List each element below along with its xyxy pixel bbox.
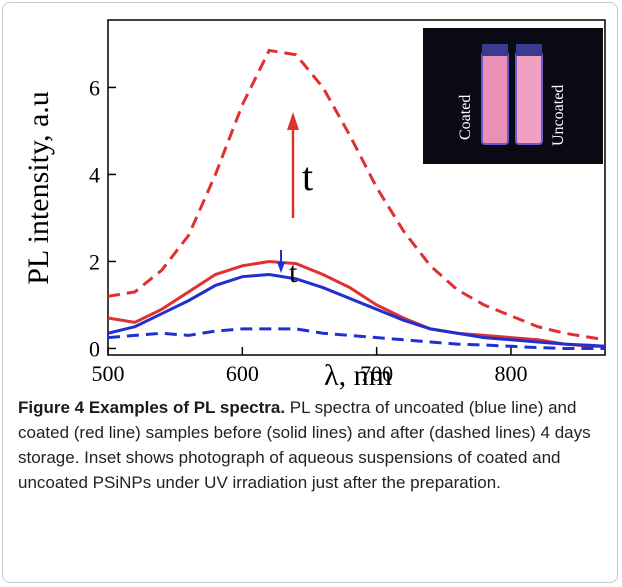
series-line: [107, 327, 605, 350]
vial-cap: [482, 44, 508, 56]
caption: Figure 4 Examples of PL spectra. PL spec…: [18, 395, 608, 495]
caption-text: PL spectra of uncoated (blue line) and c…: [18, 398, 591, 492]
series-line: [107, 48, 606, 342]
x-tick-label: 600: [226, 361, 259, 386]
y-tick-label: 4: [89, 162, 100, 187]
vial: [515, 51, 543, 145]
caption-label: Figure 4 Examples of PL spectra.: [18, 398, 286, 417]
arrowhead: [287, 112, 299, 130]
chart: λ, nm PL intensity, a.u 0 2 4 6 500 600 700 800…: [22, 19, 606, 390]
plot-area: [107, 19, 606, 356]
x-tick-label: 500: [92, 361, 125, 386]
series-line: [107, 273, 606, 348]
annotation: t: [302, 154, 313, 199]
x-axis-label: λ, nm: [324, 359, 392, 390]
inset-photo: [423, 28, 603, 164]
vial-cap: [516, 44, 542, 56]
arrowhead: [277, 262, 285, 273]
y-tick-label: 0: [89, 336, 100, 361]
inset-label: Uncoated: [550, 85, 567, 146]
x-tick-label: 700: [360, 361, 393, 386]
vial: [481, 51, 509, 145]
y-tick-label: 2: [89, 249, 100, 274]
x-tick-label: 800: [494, 361, 527, 386]
y-tick-label: 6: [89, 75, 100, 100]
series-line: [107, 259, 605, 348]
annotation: t: [289, 256, 298, 289]
inset-label: Coated: [457, 95, 474, 140]
y-axis-label: PL intensity, a.u: [22, 91, 55, 285]
